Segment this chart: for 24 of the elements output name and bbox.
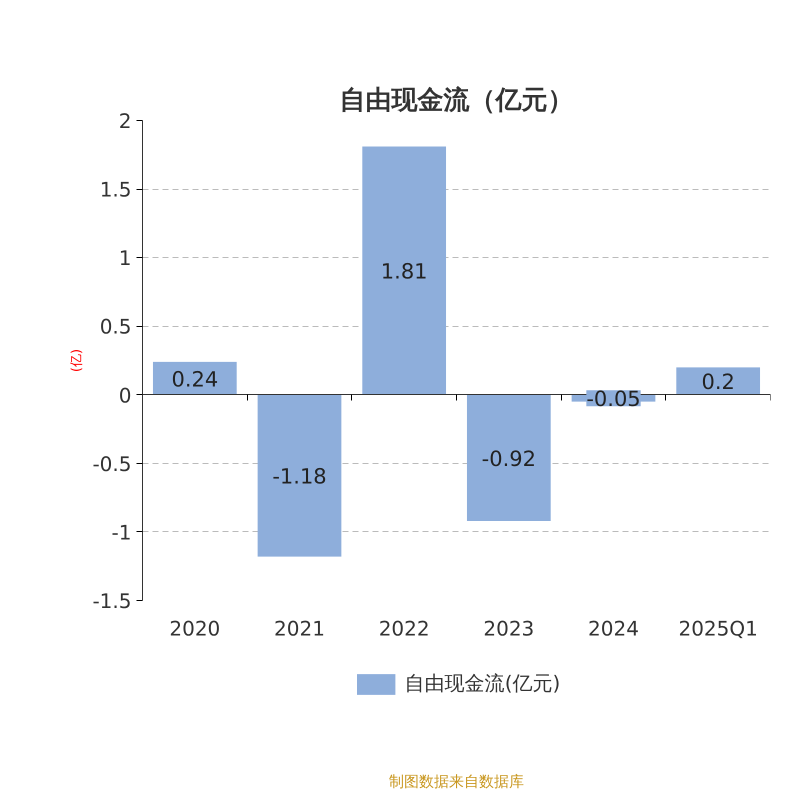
y-tick-label: 0.5: [100, 314, 132, 339]
chart-title: 自由现金流（亿元）: [340, 86, 574, 116]
y-tick-label: 0: [118, 383, 132, 408]
y-tick-label: 2: [118, 109, 132, 133]
data-label: -1.18: [272, 464, 327, 489]
data-label: 1.81: [380, 260, 428, 284]
y-tick-label: 1: [118, 246, 132, 270]
text: 制图数据来自数据库: [389, 772, 524, 790]
x-tick-label: 2025Q1: [678, 616, 758, 640]
data-label: 0.24: [171, 367, 218, 392]
y-tick-label: -0.5: [92, 452, 132, 476]
y-tick-label: 1.5: [100, 178, 132, 202]
data-label: -0.05: [586, 387, 641, 412]
y-tick-label: -1.5: [92, 589, 132, 613]
legend-label: 自由现金流(亿元): [404, 670, 560, 697]
x-tick-label: 2024: [588, 616, 639, 640]
y-tick-label: -1: [112, 520, 132, 544]
x-tick-label: 2023: [483, 616, 534, 640]
data-label: -0.92: [482, 446, 536, 471]
data-label: 0.2: [701, 370, 735, 394]
x-tick-label: 2022: [378, 616, 430, 640]
x-tick-label: 2020: [169, 616, 220, 640]
x-tick-label: 2021: [274, 616, 325, 640]
y-axis-title: (亿): [69, 348, 84, 372]
